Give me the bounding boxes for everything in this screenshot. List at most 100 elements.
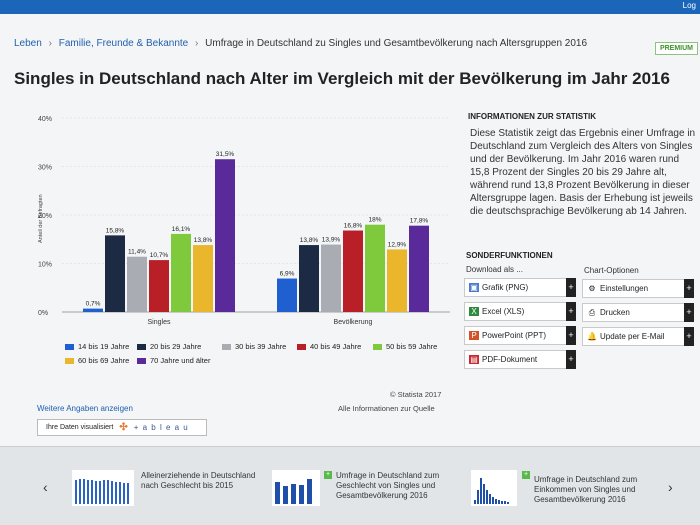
legend-item[interactable]: 70 Jahre und älter [137,356,210,365]
settings-label: Einstellungen [600,284,649,293]
legend-label: 50 bis 59 Jahre [386,342,438,351]
more-info-link[interactable]: Weitere Angaben anzeigen [37,404,133,413]
legend-swatch [137,343,146,350]
legend-label: 40 bis 49 Jahre [310,342,362,351]
y-tick-label: 0% [38,310,48,317]
data-label: 17,8% [410,218,429,225]
breadcrumb-separator: › [48,38,52,49]
data-label: 18% [368,217,381,224]
data-label: 0,7% [86,301,101,308]
info-text: Diese Statistik zeigt das Ergebnis einer… [470,128,696,217]
bar [105,235,125,312]
visualize-button[interactable]: Ihre Daten visualisiert ✣ + a b l e a u [37,419,207,436]
legend-swatch [222,343,231,350]
related-thumbnail-2[interactable] [272,470,320,506]
tableau-logo-text: + a b l e a u [133,423,189,432]
settings-button[interactable]: ⚙ Einstellungen + [582,279,694,298]
chart-options-label: Chart-Optionen [584,266,639,275]
legend-label: 70 Jahre und älter [150,356,211,365]
download-png-label: Grafik (PNG) [482,283,529,292]
excel-icon: X [469,307,479,316]
bar [299,245,319,312]
legend-item[interactable]: 60 bis 69 Jahre [65,356,129,365]
breadcrumb-current: Umfrage in Deutschland zu Singles und Ge… [205,38,588,49]
chart-container: 0% 10% 20% 30% 40% Anteil der Befragten 0,7% 15… [12,104,452,424]
source-copyright: © Statista 2017 [390,390,442,399]
data-label: 31,5% [216,151,235,158]
breadcrumb-separator: › [195,38,199,49]
download-xls-button[interactable]: X Excel (XLS) + [464,302,576,321]
download-pdf-label: PDF-Dokument [482,355,538,364]
download-xls-label: Excel (XLS) [482,307,525,316]
bar [171,233,191,312]
data-label: 10,7% [150,252,169,259]
related-thumbnail-1[interactable] [72,470,134,506]
legend-item[interactable]: 20 bis 29 Jahre [137,342,201,351]
data-label: 13,8% [300,237,319,244]
legend-item[interactable]: 50 bis 59 Jahre [373,342,437,351]
chevron-left-icon[interactable]: ‹ [43,479,48,495]
chevron-right-icon[interactable]: › [668,479,673,495]
plus-icon[interactable]: + [324,471,332,479]
gear-icon: ⚙ [588,284,596,293]
page-title: Singles in Deutschland nach Alter im Ver… [14,69,670,88]
plus-icon: + [566,278,576,297]
related-item-1-title[interactable]: Alleinerziehende in Deutschland nach Ges… [141,471,256,490]
legend-swatch [65,357,74,364]
legend-swatch [137,357,146,364]
legend-label: 14 bis 19 Jahre [78,342,130,351]
y-tick-label: 40% [38,116,52,123]
bar [321,244,341,312]
download-pdf-button[interactable]: ▤ PDF-Dokument + [464,350,576,369]
legend-item[interactable]: 40 bis 49 Jahre [297,342,361,351]
download-ppt-label: PowerPoint (PPT) [482,331,547,340]
legend-item[interactable]: 30 bis 39 Jahre [222,342,286,351]
download-ppt-button[interactable]: P PowerPoint (PPT) + [464,326,576,345]
tableau-logo-icon: ✣ [119,422,128,433]
visualize-button-label: Ihre Daten visualisiert [46,424,114,431]
legend-swatch [297,343,306,350]
download-png-button[interactable]: ▣ Grafik (PNG) + [464,278,576,297]
y-tick-label: 30% [38,165,52,172]
email-update-button[interactable]: 🔔 Update per E-Mail + [582,327,694,346]
bar [409,225,429,312]
bar [149,260,169,312]
related-item-2-title[interactable]: Umfrage in Deutschland zum Geschlecht vo… [336,471,440,500]
related-thumbnail-3[interactable] [471,470,517,506]
download-label: Download als ... [466,265,523,274]
breadcrumb-link-leben[interactable]: Leben [14,38,42,49]
info-heading: INFORMATIONEN ZUR STATISTIK [468,112,596,121]
source-info-link[interactable]: Alle Informationen zur Quelle [338,404,435,413]
related-item-3-title[interactable]: Umfrage in Deutschland zum Einkommen von… [534,475,638,504]
image-icon: ▣ [469,283,479,292]
print-label: Drucken [600,308,630,317]
legend-label: 20 bis 29 Jahre [150,342,202,351]
data-label: 16,1% [172,226,191,233]
legend-item[interactable]: 14 bis 19 Jahre [65,342,129,351]
bar [277,278,297,312]
x-tick-label: Singles [148,319,171,326]
bar [343,230,363,312]
y-axis-label: Anteil der Befragten [38,194,44,243]
powerpoint-icon: P [469,331,479,340]
legend-label: 60 bis 69 Jahre [78,356,130,365]
pdf-icon: ▤ [469,355,479,364]
y-tick-label: 20% [38,213,52,220]
breadcrumb-link-familie[interactable]: Familie, Freunde & Bekannte [58,38,189,49]
login-link[interactable]: Log [682,1,696,10]
special-functions-heading: SONDERFUNKTIONEN [466,251,553,260]
data-label: 13,8% [194,237,213,244]
bar [193,245,213,312]
print-button[interactable]: ⎙ Drucken + [582,303,694,322]
legend-label: 30 bis 39 Jahre [235,342,287,351]
plus-icon: + [684,279,694,298]
plus-icon[interactable]: + [522,471,530,479]
breadcrumb: Leben › Familie, Freunde & Bekannte › Um… [14,38,587,49]
plus-icon: + [684,303,694,322]
data-label: 12,9% [388,241,407,248]
y-tick-label: 10% [38,262,52,269]
legend-swatch [65,343,74,350]
data-label: 6,9% [280,271,295,278]
bell-icon: 🔔 [587,332,597,341]
